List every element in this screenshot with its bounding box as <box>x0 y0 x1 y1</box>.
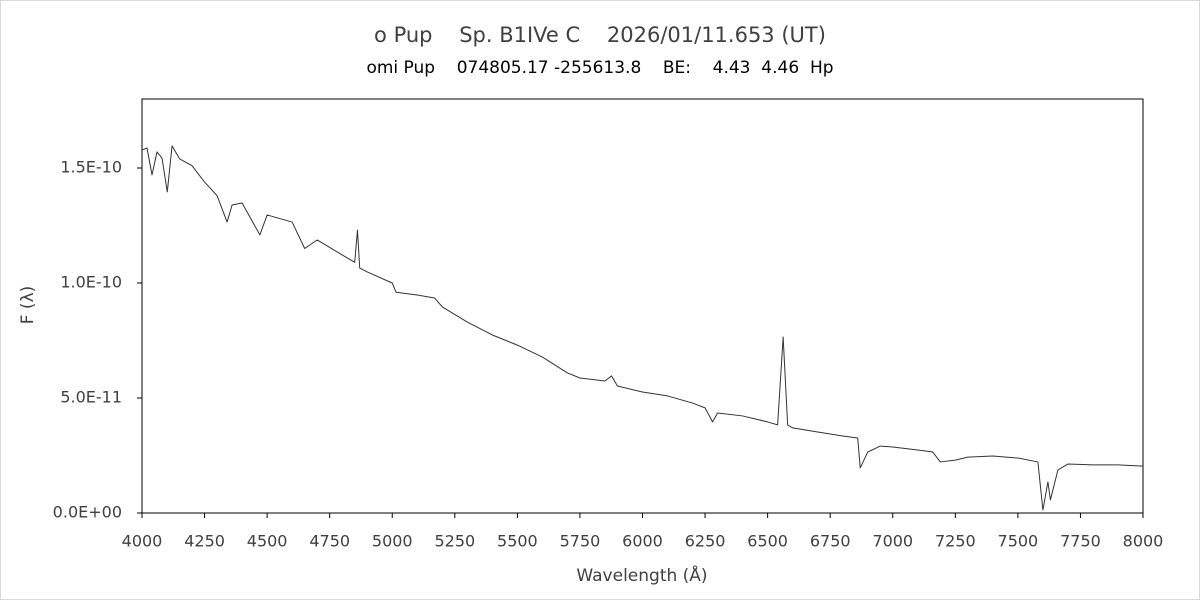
x-tick-label: 4750 <box>309 532 350 551</box>
x-tick-label: 4250 <box>184 532 225 551</box>
chart-title: o Pup Sp. B1IVe C 2026/01/11.653 (UT) <box>374 23 826 47</box>
x-tick-label: 7000 <box>872 532 913 551</box>
spectrum-line <box>141 145 1144 511</box>
y-tick-label: 0.0E+00 <box>53 503 122 522</box>
x-tick-label: 5500 <box>497 532 538 551</box>
x-tick-label: 8000 <box>1123 532 1164 551</box>
y-tick-label: 1.0E-10 <box>60 273 122 292</box>
y-axis-label: F (λ) <box>18 286 38 325</box>
x-tick-label: 4500 <box>247 532 288 551</box>
x-tick-label: 4000 <box>122 532 163 551</box>
x-tick-label: 5250 <box>434 532 475 551</box>
x-tick-label: 5750 <box>560 532 601 551</box>
x-tick-label: 7500 <box>998 532 1039 551</box>
y-tick-label: 1.5E-10 <box>60 158 122 177</box>
x-tick-label: 5000 <box>372 532 413 551</box>
x-tick-label: 6000 <box>622 532 663 551</box>
x-tick-label: 6500 <box>747 532 788 551</box>
x-tick-label: 6250 <box>685 532 726 551</box>
x-tick-label: 7250 <box>935 532 976 551</box>
x-axis-label: Wavelength (Å) <box>576 564 707 586</box>
y-tick-label: 5.0E-11 <box>60 388 122 407</box>
x-tick-label: 7750 <box>1060 532 1101 551</box>
x-tick-label: 6750 <box>810 532 851 551</box>
chart-subtitle: omi Pup 074805.17 -255613.8 BE: 4.43 4.4… <box>366 58 833 78</box>
